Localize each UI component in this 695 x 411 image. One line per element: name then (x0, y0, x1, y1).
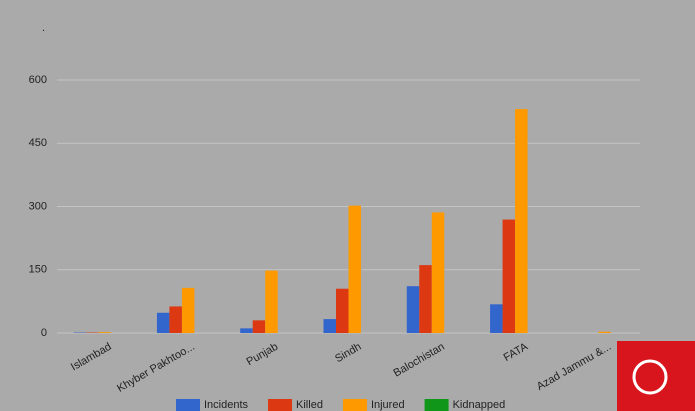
y-tick-label: 150 (29, 264, 47, 276)
chart-title: . (42, 22, 45, 34)
bar (406, 286, 420, 333)
legend-swatch (268, 399, 293, 411)
bar (348, 205, 361, 333)
legend-swatch (176, 399, 200, 411)
bar (240, 328, 253, 333)
bar (181, 287, 195, 333)
bar (156, 312, 170, 333)
y-tick-label: 450 (29, 137, 47, 149)
watermark-mark (632, 359, 668, 395)
legend-swatch (424, 399, 449, 411)
bar (265, 270, 278, 333)
bar (169, 306, 182, 333)
legend-label: Killed (296, 399, 323, 411)
bar (515, 109, 528, 333)
watermark-logo (617, 341, 695, 411)
bar (502, 219, 516, 333)
bar (323, 319, 336, 333)
bar (598, 331, 611, 333)
bar (431, 212, 445, 333)
legend-swatch (342, 399, 367, 411)
bar (419, 265, 432, 333)
y-tick-label: 600 (29, 74, 47, 86)
bar (98, 332, 112, 333)
y-tick-label: 0 (41, 327, 47, 339)
legend-label: Incidents (204, 399, 249, 411)
y-tick-label: 300 (29, 200, 47, 212)
legend-label: Kidnapped (453, 399, 506, 411)
legend-label: Injured (371, 399, 405, 411)
bar (336, 288, 349, 333)
bar (252, 320, 266, 333)
bar (490, 304, 503, 333)
